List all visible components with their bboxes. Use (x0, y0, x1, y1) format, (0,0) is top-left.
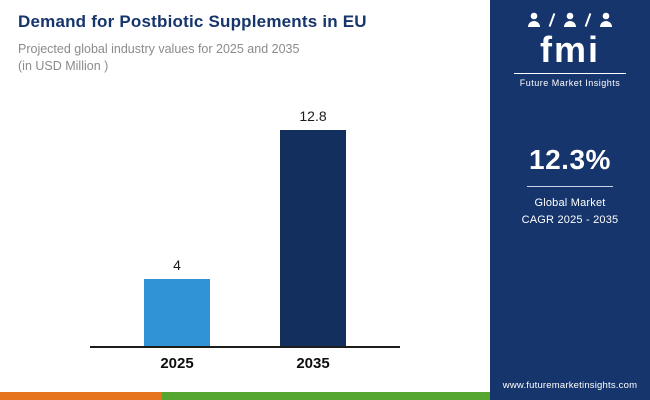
chart-header: Demand for Postbiotic Supplements in EU … (0, 0, 490, 73)
bar-value-label: 12.8 (299, 108, 327, 124)
website-link[interactable]: www.futuremarketinsights.com (502, 380, 638, 391)
bottom-accent-strip (0, 392, 490, 400)
logo-divider (514, 73, 626, 74)
x-axis-label-2035: 2035 (296, 355, 330, 372)
cagr-stat: 12.3% Global Market CAGR 2025 - 2035 (522, 144, 619, 229)
accent-strip-green (161, 392, 490, 400)
unit-note: (in USD Million ) (18, 59, 109, 74)
stat-divider (526, 186, 613, 187)
page-title: Demand for Postbiotic Supplements in EU (18, 12, 367, 31)
accent-strip-orange (0, 392, 162, 400)
bar-value-label: 4 (173, 257, 181, 273)
brand-wordmark: fmi (540, 29, 600, 70)
chart-subtitle: Projected global industry values for 202… (18, 42, 300, 56)
fmi-logo: fmi Future Market Insights (514, 10, 626, 88)
cagr-label-line1: Global Market (534, 197, 606, 209)
bar-2025 (144, 279, 210, 346)
bar-column-2035: 12.8 (280, 108, 346, 346)
bar-chart: 4 12.8 2025 2035 (90, 94, 400, 372)
people-icons (528, 12, 612, 27)
cagr-label: Global Market CAGR 2025 - 2035 (522, 195, 619, 229)
x-axis-line (90, 346, 400, 348)
x-axis-label-2025: 2025 (160, 355, 194, 372)
plot-area: 4 12.8 (90, 94, 400, 346)
cagr-label-line2: CAGR 2025 - 2035 (521, 214, 619, 227)
brand-tagline: Future Market Insights (519, 78, 621, 88)
bar-2035 (280, 130, 346, 346)
bar-column-2025: 4 (144, 257, 210, 346)
x-axis-labels: 2025 2035 (90, 355, 400, 372)
chart-panel: Demand for Postbiotic Supplements in EU … (0, 0, 490, 400)
sidebar: fmi Future Market Insights 12.3% Global … (490, 0, 650, 400)
cagr-value: 12.3% (529, 144, 611, 175)
